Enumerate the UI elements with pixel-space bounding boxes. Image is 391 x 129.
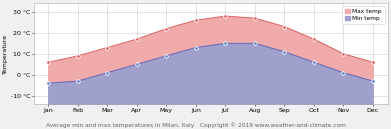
Text: Average min and max temperatures in Milan, Italy   Copyright © 2019 www.weather-: Average min and max temperatures in Mila… [46,122,345,128]
Y-axis label: Temperature: Temperature [4,34,9,74]
Legend: Max temp, Min temp: Max temp, Min temp [342,6,385,24]
